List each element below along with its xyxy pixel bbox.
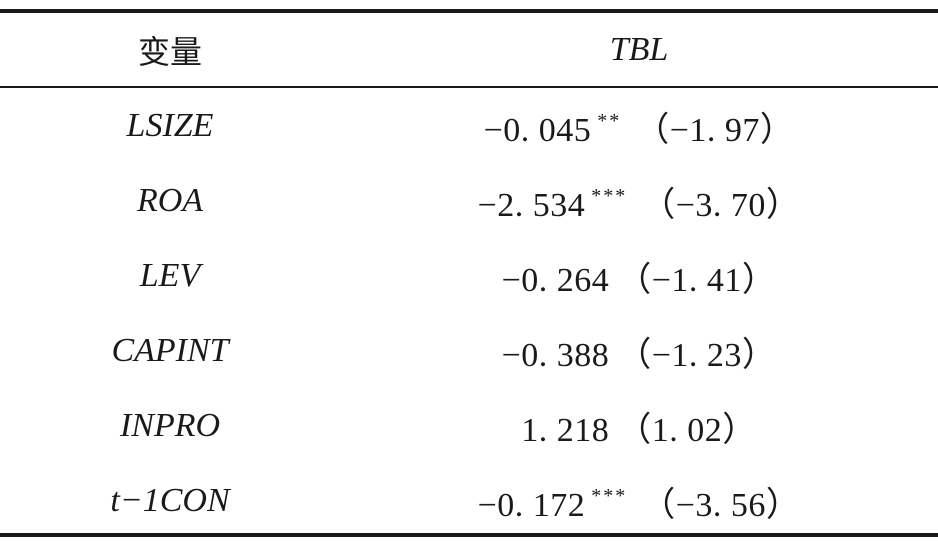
- t-statistic: （−3. 56）: [641, 486, 801, 524]
- table-row: INPRO 1. 218 （1. 02）: [0, 396, 938, 456]
- coefficient-cell: −0. 388 （−1. 23）: [340, 327, 938, 376]
- coefficient: −2. 534: [477, 186, 586, 224]
- significance-stars: **: [597, 109, 622, 132]
- table-row: ROA −2. 534 *** （−3. 70）: [0, 171, 938, 231]
- variable-name: CAPINT: [111, 332, 229, 369]
- coefficient: −0. 264: [501, 261, 610, 299]
- t-statistic: （1. 02）: [617, 411, 757, 449]
- significance-stars: ***: [591, 184, 628, 207]
- header-rule: [0, 86, 938, 88]
- coefficient: −0. 045: [483, 111, 592, 149]
- variable-name: ROA: [136, 182, 204, 219]
- variable-name: t−1CON: [110, 482, 230, 519]
- t-statistic: （−1. 97）: [635, 111, 795, 149]
- header-value: TBL: [609, 31, 669, 68]
- table-row: t−1CON −0. 172 *** （−3. 56）: [0, 471, 938, 531]
- t-statistic: （−1. 41）: [617, 261, 777, 299]
- coefficient-cell: 1. 218 （1. 02）: [340, 402, 938, 451]
- significance-stars: ***: [591, 484, 628, 507]
- table-header-row: 变量 TBL: [0, 20, 938, 80]
- top-rule: [0, 9, 938, 13]
- coefficient: 1. 218: [521, 411, 610, 449]
- coefficient-cell: −0. 172 *** （−3. 56）: [340, 477, 938, 526]
- bottom-rule: [0, 533, 938, 537]
- table-row: LSIZE −0. 045 ** （−1. 97）: [0, 96, 938, 156]
- table-row: CAPINT −0. 388 （−1. 23）: [0, 321, 938, 381]
- coefficient: −0. 388: [501, 336, 610, 374]
- variable-name: LSIZE: [126, 107, 214, 144]
- coefficient-cell: −2. 534 *** （−3. 70）: [340, 177, 938, 226]
- header-variable: 变量: [137, 33, 202, 71]
- variable-name: INPRO: [119, 407, 221, 444]
- coefficient-cell: −0. 264 （−1. 41）: [340, 252, 938, 301]
- table-row: LEV −0. 264 （−1. 41）: [0, 246, 938, 306]
- coefficient-cell: −0. 045 ** （−1. 97）: [340, 102, 938, 151]
- variable-name: LEV: [139, 257, 201, 294]
- t-statistic: （−3. 70）: [641, 186, 801, 224]
- t-statistic: （−1. 23）: [617, 336, 777, 374]
- coefficient: −0. 172: [477, 486, 586, 524]
